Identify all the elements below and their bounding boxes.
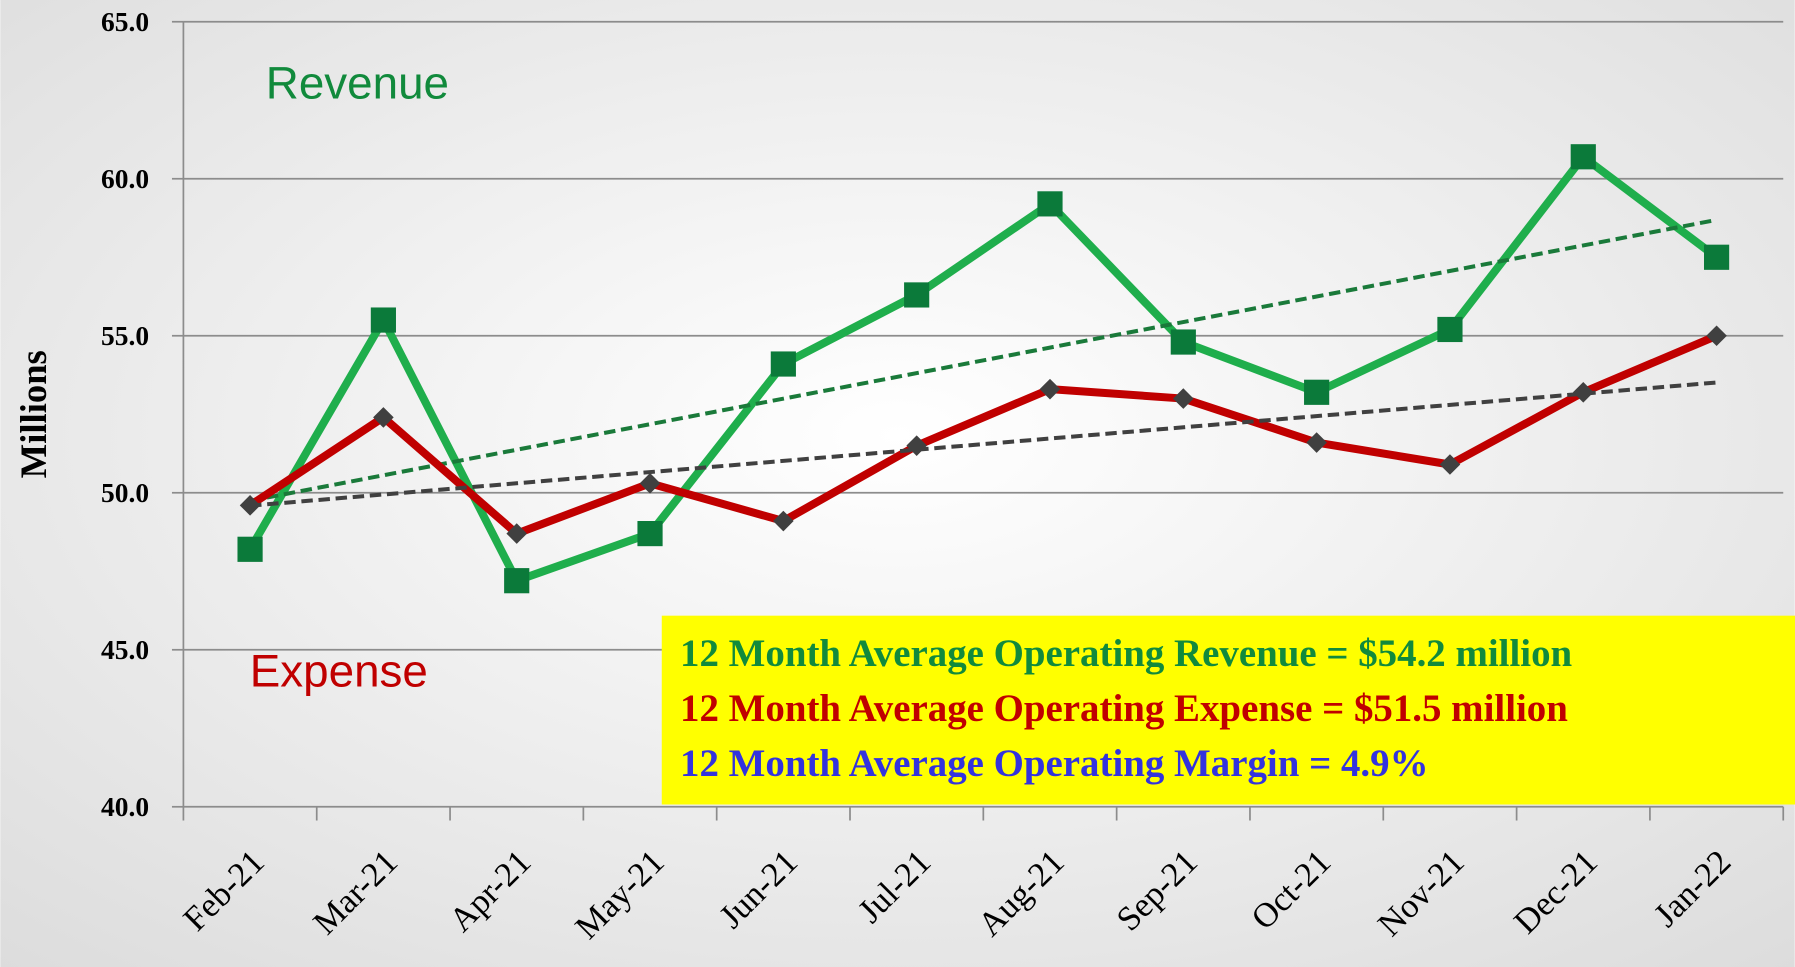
annotation-text: 12 Month Average Operating Revenue = $54… bbox=[680, 632, 1572, 675]
annotation-text: 12 Month Average Operating Expense = $51… bbox=[680, 687, 1568, 730]
marker bbox=[1570, 144, 1596, 170]
trendline bbox=[249, 217, 1717, 503]
marker bbox=[1039, 378, 1061, 400]
marker bbox=[770, 351, 796, 377]
series-line bbox=[246, 152, 1719, 585]
marker bbox=[639, 473, 661, 494]
marker bbox=[237, 536, 263, 562]
trendline bbox=[249, 380, 1717, 508]
y-tick-label: 50.0 bbox=[101, 478, 149, 508]
series-label: Expense bbox=[250, 646, 428, 697]
series-line bbox=[247, 332, 1719, 538]
annotation-text: 12 Month Average Operating Margin = 4.9% bbox=[680, 742, 1428, 785]
y-tick-label: 60.0 bbox=[101, 164, 149, 194]
marker bbox=[904, 282, 930, 308]
marker bbox=[1704, 244, 1730, 270]
marker bbox=[1437, 316, 1463, 343]
y-tick-label: 65.0 bbox=[101, 7, 149, 37]
marker bbox=[773, 510, 794, 532]
marker bbox=[370, 307, 396, 333]
marker bbox=[906, 435, 927, 456]
series-label: Revenue bbox=[266, 57, 449, 108]
marker bbox=[239, 495, 261, 516]
y-axis-label: Millions bbox=[13, 350, 54, 478]
y-tick-label: 55.0 bbox=[101, 321, 149, 351]
marker bbox=[1170, 329, 1196, 355]
y-tick-label: 45.0 bbox=[101, 635, 149, 665]
marker bbox=[1304, 379, 1330, 405]
y-tick-label: 40.0 bbox=[101, 792, 149, 822]
marker bbox=[1037, 191, 1063, 217]
annotation-box bbox=[661, 615, 1795, 805]
marker bbox=[1706, 325, 1727, 347]
marker bbox=[506, 523, 528, 544]
marker bbox=[504, 568, 530, 594]
marker bbox=[637, 521, 663, 547]
